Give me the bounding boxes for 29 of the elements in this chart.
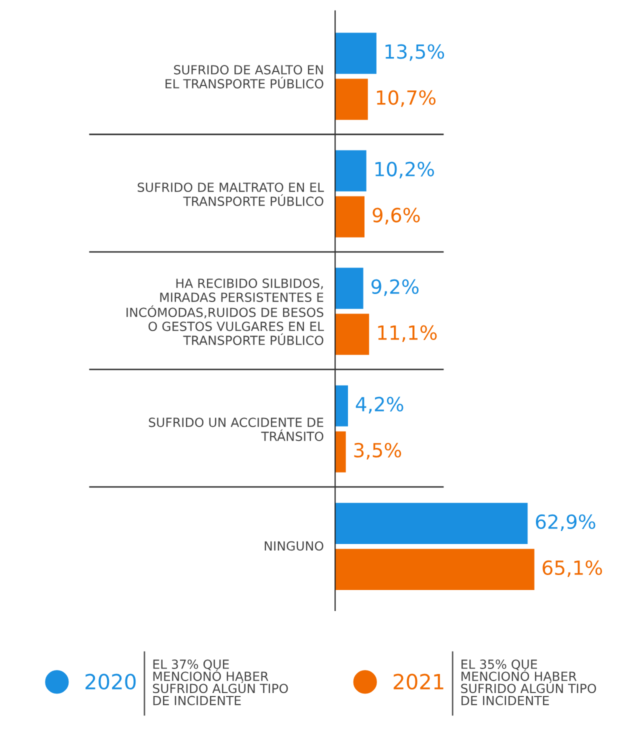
y-tick-label: SUFRIDO UN ACCIDENTE DE TRÁNSITO xyxy=(148,418,324,442)
text: EL 35% QUE MENCIONÓ HABER SUFRIDO ALGÚN TIPO DE INCIDENTE xyxy=(461,660,596,706)
bar xyxy=(335,502,528,544)
bar xyxy=(335,32,376,74)
y-tick-label: SUFRIDO DE ASALTO EN EL TRANSPORTE PÚBLICO xyxy=(166,65,324,88)
data-label: 65,1% xyxy=(542,560,602,578)
bar xyxy=(335,268,364,309)
data-label: 3,5% xyxy=(354,442,402,460)
data-label: 10,2% xyxy=(375,162,434,178)
legend-label: 2021 xyxy=(394,674,444,690)
legend-label: 2020 xyxy=(86,674,136,690)
bar xyxy=(335,314,370,355)
data-label: 62,9% xyxy=(536,514,596,532)
bar xyxy=(335,196,365,238)
y-tick-label: NINGUNO xyxy=(264,541,324,551)
data-label: 9,6% xyxy=(372,208,420,224)
y-tick-label: HA RECIBIDO SILBIDOS, MIRADAS PERSISTENTES E INCÓMODAS,RUIDOS DE BESOS O GESTOS VULGARES EN EL TRANSPORTE PÚBLICO xyxy=(126,278,324,346)
y-tick-label: SUFRIDO DE MALTRATO EN EL TRANSPORTE PÚBLICO xyxy=(138,182,324,206)
data-label: 9,2% xyxy=(371,279,419,296)
data-label: 4,2% xyxy=(356,396,404,414)
bar xyxy=(335,78,368,120)
bar xyxy=(335,548,534,590)
data-label: 13,5% xyxy=(386,44,444,61)
data-label: 10,7% xyxy=(376,90,436,107)
bar xyxy=(335,150,366,192)
text: EL 37% QUE MENCIONÓ HABER SUFRIDO ALGÚN TIPO DE INCIDENTE xyxy=(152,660,288,706)
data-label: 11,1% xyxy=(378,325,437,342)
bar xyxy=(335,385,348,426)
bar xyxy=(335,431,346,472)
